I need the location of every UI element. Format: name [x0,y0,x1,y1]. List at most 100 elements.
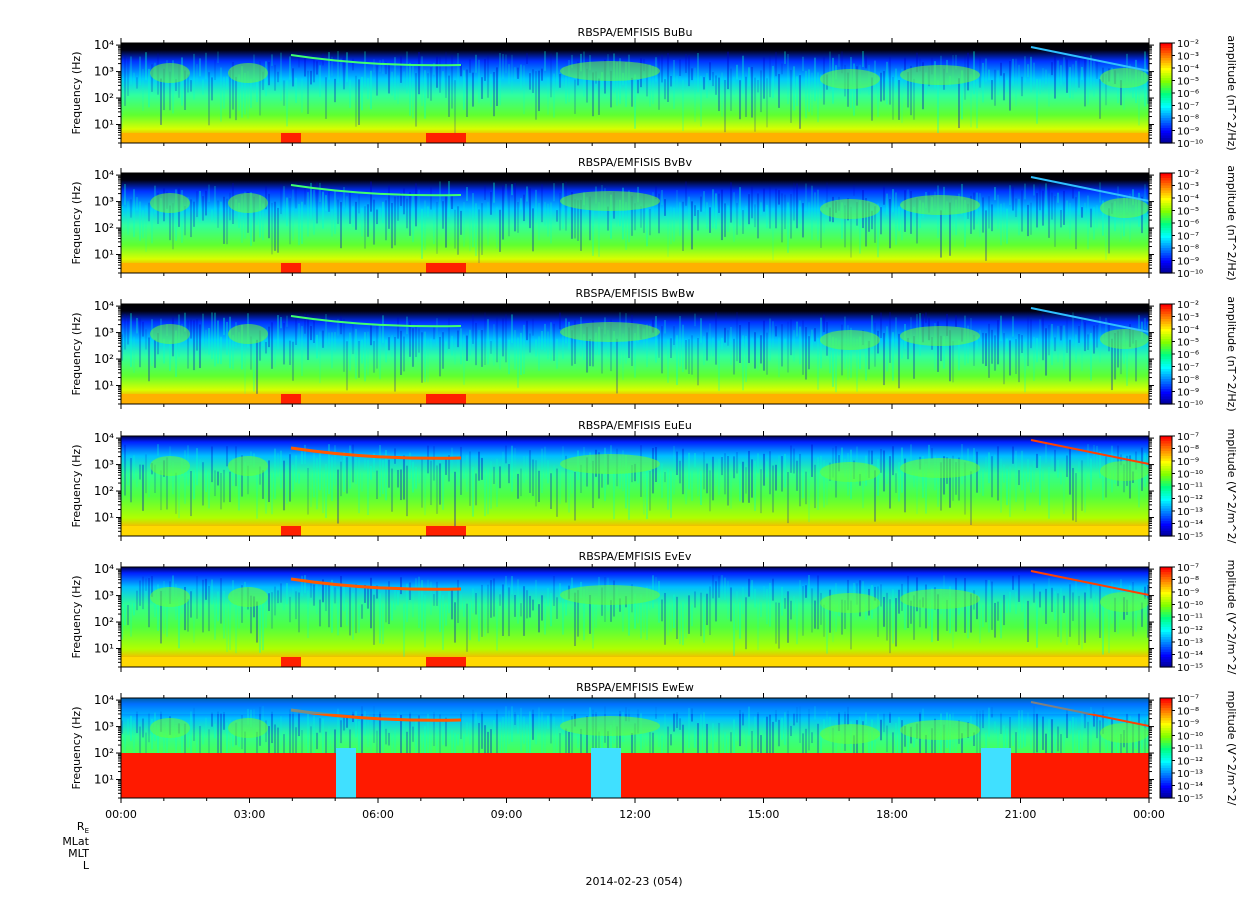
hiss-band [820,593,880,613]
hiss-band [560,716,660,736]
colorbar-tick-label: 10⁻⁵ [1177,207,1199,218]
top-band [121,698,1149,714]
colorbar-tick-label: 10⁻⁹ [1177,588,1199,599]
hiss-band [560,585,660,605]
hiss-band [228,587,268,607]
hiss-band [150,193,190,213]
panel-title: RBSPA/EMFISIS EwEw [576,681,694,694]
hot-spot [281,657,301,667]
colorbar-tick-label: 10⁻² [1177,300,1199,311]
y-tick-label: 10² [94,484,114,498]
hiss-band [900,195,980,215]
colorbar-tick-label: 10⁻¹⁵ [1177,794,1203,805]
emission-arc [290,184,462,197]
x-tick-label: 15:00 [748,808,780,821]
y-tick-label: 10¹ [94,117,114,131]
colorbar-tick-label: 10⁻⁷ [1177,363,1199,374]
hot-spot [281,263,301,273]
panel-1: RBSPA/EMFISIS BuBu 10¹ 10² 10³ 10⁴ Frequency … [70,26,1238,151]
hiss-band [1100,198,1149,218]
colorbar-tick-label: 10⁻¹¹ [1177,482,1203,493]
spectrogram-background [121,43,1149,143]
hiss-band [1100,723,1149,743]
hiss-band [900,720,980,740]
spectrogram-area [121,698,1150,798]
y-axis-label: Frequency (Hz) [70,576,83,659]
ephemeris-subscript: E [85,827,89,835]
colorbar-label: mplitude (V^2/m^2/ [1225,560,1238,675]
x-tick-label: 03:00 [234,808,266,821]
panel-2: RBSPA/EMFISIS BvBv 10¹ 10² 10³ 10⁴ Frequency … [70,156,1238,281]
colorbar-tick-label: 10⁻⁷ [1177,432,1199,443]
y-axis-label: Frequency (Hz) [70,182,83,265]
x-tick-label: 06:00 [362,808,394,821]
x-ticks [120,562,1150,672]
y-axis-label: Frequency (Hz) [70,707,83,790]
x-ticks [120,299,1150,409]
emission-streak [1030,176,1150,202]
spectrogram-area [121,567,1150,667]
y-axis-label: Frequency (Hz) [70,313,83,396]
low-freq-band [121,753,1149,798]
panel-title: RBSPA/EMFISIS EuEu [578,419,692,432]
y-tick-label: 10² [94,746,114,760]
y-tick-label: 10⁴ [94,693,114,707]
y-tick-label: 10³ [94,65,114,79]
hiss-band [900,326,980,346]
panel-title: RBSPA/EMFISIS BvBv [578,156,692,169]
colorbar-label: amplitude (nT^2/Hz) [1225,165,1238,280]
colorbar-tick-label: 10⁻¹⁰ [1177,269,1203,280]
colorbar-tick-label: 10⁻⁶ [1177,350,1199,361]
colorbar-tick-label: 10⁻⁷ [1177,563,1199,574]
y-ticks: 10¹ 10² 10³ 10⁴ [94,38,1154,144]
emission-arc [290,54,462,67]
hot-spot [281,526,301,536]
spectrogram-background [121,567,1149,667]
colorbar-tick-label: 10⁻⁶ [1177,219,1199,230]
colorbar-tick-label: 10⁻³ [1177,182,1199,193]
y-tick-label: 10² [94,221,114,235]
y-ticks: 10¹ 10² 10³ 10⁴ [94,299,1154,405]
colorbar-tick-label: 10⁻¹⁰ [1177,732,1203,743]
spectrogram-background [121,173,1149,273]
colorbar-tick-label: 10⁻¹² [1177,495,1203,506]
y-tick-label: 10³ [94,720,114,734]
colorbar-tick-label: 10⁻⁸ [1177,375,1199,386]
colorbar-tick-label: 10⁻³ [1177,313,1199,324]
colorbar-tick-label: 10⁻¹⁰ [1177,400,1203,411]
colorbar-tick-label: 10⁻⁹ [1177,257,1199,268]
y-tick-label: 10³ [94,195,114,209]
hiss-band [228,63,268,83]
colorbar-tick-label: 10⁻⁴ [1177,194,1199,205]
colorbar: 10⁻² 10⁻³10⁻⁴ 10⁻⁵10⁻⁶ 10⁻⁷10⁻⁸ 10⁻⁹10⁻¹⁰ amp… [1159,296,1238,412]
y-tick-label: 10¹ [94,772,114,786]
colorbar-tick-label: 10⁻¹² [1177,757,1203,768]
panel-title: RBSPA/EMFISIS BuBu [578,26,693,39]
colorbar-tick-label: 10⁻⁸ [1177,244,1199,255]
colorbar-label: amplitude (nT^2/Hz) [1225,296,1238,411]
y-tick-label: 10¹ [94,247,114,261]
hiss-band [560,191,660,211]
emission-streak [1030,439,1150,465]
hiss-band [900,589,980,609]
colorbar: 10⁻² 10⁻³10⁻⁴ 10⁻⁵10⁻⁶ 10⁻⁷10⁻⁸ 10⁻⁹10⁻¹⁰ amp… [1159,35,1238,151]
panels: RBSPA/EMFISIS BuBu 10¹ 10² 10³ 10⁴ Frequency … [70,26,1238,806]
hiss-band [560,61,660,81]
panel-5: RBSPA/EMFISIS EvEv 10¹ 10² 10³ 10⁴ Frequency … [70,550,1238,675]
colorbar-tick-label: 10⁻⁴ [1177,325,1199,336]
colorbar-tick-label: 10⁻⁸ [1177,114,1199,125]
gap-region [336,748,356,798]
hiss-band [820,69,880,89]
colorbar-tick-label: 10⁻⁷ [1177,232,1199,243]
hiss-band [228,456,268,476]
spectrogram-area [121,304,1150,404]
x-axis: 00:00 03:00 06:00 09:00 12:00 15:00 18:00 21:00… [105,808,1165,821]
colorbar-tick-label: 10⁻¹¹ [1177,613,1203,624]
hot-spot [426,394,466,404]
colorbar-tick-label: 10⁻¹⁴ [1177,520,1203,531]
x-ticks [120,431,1150,541]
x-ticks [120,168,1150,278]
